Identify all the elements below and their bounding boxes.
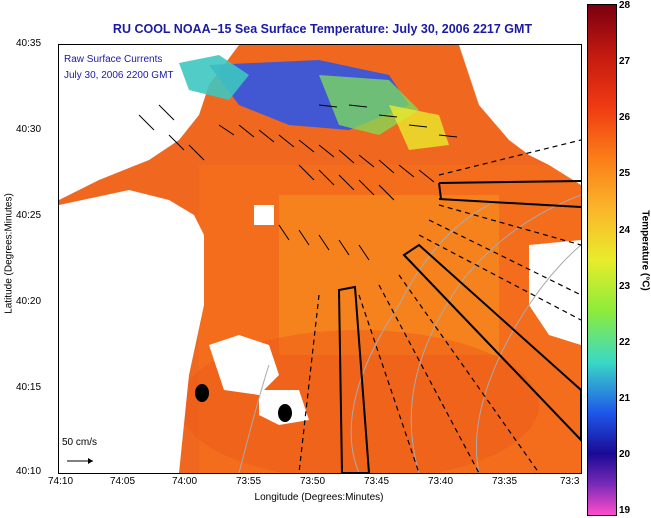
- land-gap-south: [209, 335, 279, 395]
- radar-site-north: [195, 384, 209, 402]
- scale-label: 50 cm/s: [62, 437, 98, 448]
- x-tick-7355: 73:55: [236, 476, 262, 487]
- map-panel: [58, 44, 582, 474]
- currents-overlay-label: Raw Surface Currents July 30, 2006 2200 …: [64, 52, 174, 84]
- radar-site-south: [278, 404, 292, 422]
- cbar-tick-19: 19: [619, 505, 631, 516]
- y-tick-4035: 40:35: [16, 38, 42, 49]
- x-tick-7400: 74:00: [172, 476, 198, 487]
- y-axis-label: Latitude (Degrees:Minutes): [3, 193, 15, 314]
- x-tick-7350: 73:50: [300, 476, 326, 487]
- cbar-tick-28: 28: [619, 0, 631, 11]
- land-coast: [59, 190, 204, 473]
- x-tick-7335: 73:35: [492, 476, 518, 487]
- scale-arrow: [67, 458, 93, 464]
- y-tick-4010: 40:10: [16, 466, 42, 477]
- y-tick-4015: 40:15: [16, 382, 42, 393]
- cbar-tick-23: 23: [619, 281, 631, 292]
- land-northeast: [459, 45, 581, 185]
- sst-map: [59, 45, 581, 473]
- bathymetry-contours: [238, 194, 581, 473]
- x-tick-7410: 74:10: [48, 476, 74, 487]
- cbar-tick-21: 21: [619, 393, 631, 404]
- cbar-tick-22: 22: [619, 337, 631, 348]
- land-east-gap: [529, 240, 581, 345]
- overlay-line-2: July 30, 2006 2200 GMT: [64, 70, 174, 81]
- y-tick-4030: 40:30: [16, 124, 42, 135]
- x-tick-7345: 73:45: [364, 476, 390, 487]
- y-tick-4020: 40:20: [16, 296, 42, 307]
- cbar-tick-25: 25: [619, 168, 631, 179]
- cbar-tick-24: 24: [619, 225, 631, 236]
- cool-green: [319, 75, 419, 135]
- x-tick-7340: 73:40: [428, 476, 454, 487]
- x-tick-7405: 74:05: [110, 476, 136, 487]
- x-axis-label: Longitude (Degrees:Minutes): [254, 492, 384, 503]
- survey-lines: [298, 139, 581, 473]
- cbar-tick-26: 26: [619, 112, 631, 123]
- cool-yellow: [389, 105, 449, 150]
- colorbar-label: Temperature (°C): [639, 210, 651, 291]
- cbar-tick-20: 20: [619, 449, 631, 460]
- cbar-tick-27: 27: [619, 56, 631, 67]
- overlay-line-1: Raw Surface Currents: [64, 54, 163, 65]
- x-tick-733: 73:3: [560, 476, 580, 487]
- y-tick-4025: 40:25: [16, 210, 42, 221]
- figure-title: RU COOL NOAA–15 Sea Surface Temperature:…: [112, 22, 533, 36]
- cool-cyan: [179, 55, 249, 100]
- colorbar: [587, 4, 617, 516]
- current-vectors: [138, 104, 458, 261]
- land-gap-small: [254, 205, 274, 225]
